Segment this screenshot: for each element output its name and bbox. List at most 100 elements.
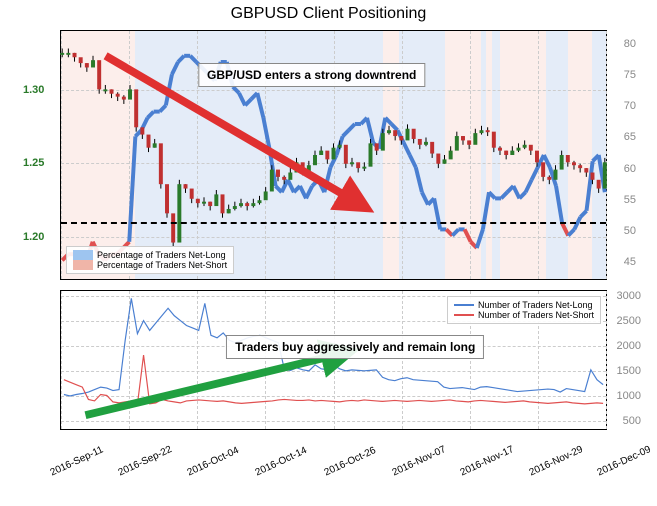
- price-body: [393, 130, 397, 136]
- percent-line: [190, 56, 196, 62]
- price-body: [443, 159, 447, 163]
- percent-line: [349, 124, 355, 130]
- price-body: [258, 200, 262, 203]
- x-tick-label: 2016-Oct-14: [254, 445, 309, 478]
- price-body: [436, 154, 440, 164]
- legend-row: Number of Traders Net-Long: [454, 300, 594, 310]
- gridline-v: [606, 291, 607, 429]
- price-body: [449, 151, 453, 160]
- legend-line-swatch: [454, 304, 474, 306]
- percent-line: [391, 124, 397, 130]
- y-right-tick: 55: [624, 194, 636, 206]
- gridline-v: [606, 31, 607, 279]
- percent-line: [404, 143, 410, 155]
- chart-title: GBPUSD Client Positioning: [231, 5, 427, 23]
- percent-line: [434, 198, 440, 229]
- price-body: [184, 184, 188, 188]
- percent-line: [129, 136, 135, 241]
- price-body: [116, 94, 120, 97]
- price-body: [362, 167, 366, 169]
- y-right-tick: 70: [624, 100, 636, 112]
- x-tick-label: 2016-Nov-29: [527, 444, 584, 478]
- percent-line: [233, 87, 239, 93]
- percent-line: [519, 192, 525, 198]
- percent-line: [526, 180, 532, 192]
- price-body: [492, 132, 496, 148]
- price-body: [529, 145, 533, 151]
- legend-row: Number of Traders Net-Short: [454, 310, 594, 320]
- price-body: [325, 151, 329, 160]
- price-body: [110, 89, 114, 93]
- percent-line: [452, 229, 458, 235]
- percent-line: [367, 118, 373, 143]
- y-right-tick: 1000: [617, 390, 641, 402]
- y-right-tick: 3000: [617, 290, 641, 302]
- price-body: [165, 184, 169, 213]
- price-body: [190, 189, 194, 199]
- percent-line: [501, 192, 507, 198]
- legend-swatch: [73, 260, 93, 270]
- y-left-tick: 1.25: [23, 157, 44, 169]
- price-body: [313, 155, 317, 165]
- percent-line: [178, 56, 184, 62]
- percent-line: [416, 167, 422, 192]
- price-body: [344, 145, 348, 164]
- percent-line: [580, 211, 586, 217]
- legend-swatch: [73, 250, 93, 260]
- price-body: [572, 162, 576, 165]
- legend-label: Percentage of Traders Net-Long: [97, 250, 226, 260]
- price-body: [319, 151, 323, 155]
- price-body: [79, 57, 83, 63]
- price-body: [584, 168, 588, 172]
- y-right-tick: 1500: [617, 365, 641, 377]
- price-body: [399, 136, 403, 140]
- price-body: [387, 130, 391, 133]
- price-body: [227, 209, 231, 213]
- y-right-tick: 65: [624, 131, 636, 143]
- legend-label: Number of Traders Net-Long: [478, 300, 593, 310]
- price-body: [85, 63, 89, 67]
- price-body: [264, 191, 268, 200]
- y-right-tick: 80: [624, 38, 636, 50]
- price-body: [560, 155, 564, 170]
- x-tick-label: 2016-Dec-09: [596, 444, 653, 478]
- price-body: [171, 213, 175, 242]
- reference-line: [61, 222, 606, 224]
- x-tick-label: 2016-Nov-07: [391, 444, 448, 478]
- price-body: [338, 145, 342, 148]
- price-body: [356, 162, 360, 168]
- y-left-tick: 1.20: [23, 231, 44, 243]
- x-tick-label: 2016-Oct-26: [322, 445, 377, 478]
- price-body: [455, 136, 459, 151]
- y-right-tick: 60: [624, 163, 636, 175]
- price-body: [541, 162, 545, 177]
- price-body: [523, 145, 527, 148]
- x-tick-label: 2016-Sep-22: [117, 444, 174, 478]
- price-body: [517, 148, 521, 151]
- price-body: [369, 143, 373, 166]
- percent-line: [477, 229, 483, 248]
- bottom-panel: Number of Traders Net-LongNumber of Trad…: [60, 290, 607, 430]
- price-body: [418, 139, 422, 145]
- price-body: [578, 165, 582, 168]
- percent-line: [532, 167, 538, 179]
- y-left-tick: 1.30: [23, 84, 44, 96]
- trend-arrow: [85, 353, 344, 415]
- price-body: [66, 53, 70, 55]
- annotation-top: GBP/USD enters a strong downtrend: [198, 63, 425, 87]
- percent-line: [257, 93, 263, 118]
- percent-line: [410, 155, 416, 167]
- y-right-tick: 2500: [617, 315, 641, 327]
- price-body: [128, 89, 132, 99]
- x-tick-label: 2016-Sep-11: [49, 444, 105, 478]
- price-body: [60, 53, 64, 55]
- price-body: [214, 194, 218, 206]
- price-body: [221, 194, 225, 213]
- percent-line: [556, 186, 562, 223]
- price-body: [381, 133, 385, 151]
- legend-label: Number of Traders Net-Short: [478, 310, 594, 320]
- price-body: [480, 130, 484, 133]
- price-body: [97, 60, 101, 89]
- price-body: [461, 136, 465, 140]
- price-body: [467, 140, 471, 144]
